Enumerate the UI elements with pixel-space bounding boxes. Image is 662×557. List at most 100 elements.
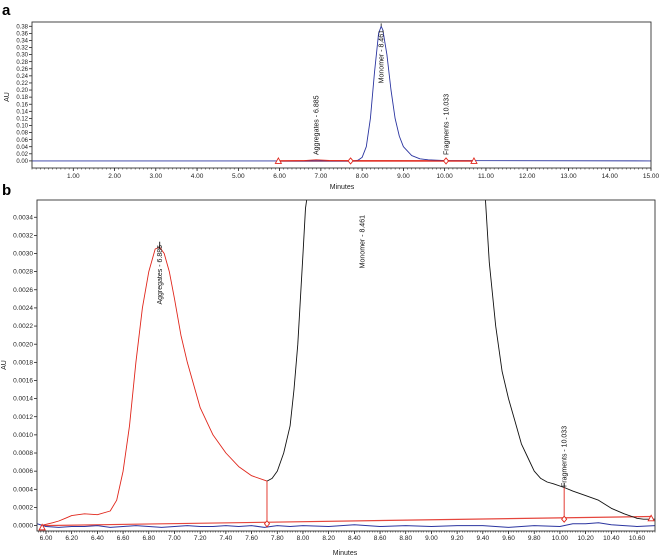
y-tick-label: 0.04	[16, 145, 28, 151]
panel-a-plot-frame	[31, 21, 652, 169]
x-tick-label: 8.00	[297, 535, 310, 542]
y-tick-label: 0.0032	[13, 232, 33, 239]
x-tick-label: 8.60	[374, 535, 387, 542]
x-tick-label: 5.00	[232, 173, 245, 180]
y-tick-label: 0.0006	[13, 468, 33, 475]
x-tick-label: 9.20	[451, 535, 464, 542]
panel-b-chart: b Minutes AU 6.00 6.20 6.40 6.60 6.80 7.00 7.2…	[1, 182, 656, 557]
x-tick-label: 3.00	[149, 173, 162, 180]
x-tick-label: 9.00	[397, 173, 410, 180]
peak-boundary-triangle-marker	[647, 514, 655, 522]
x-tick-label: 8.40	[348, 535, 361, 542]
y-tick-label: 0.06	[16, 138, 28, 144]
peak-annotation-label: Aggregates - 6.885	[157, 245, 164, 305]
panel-a-y-axis-label: AU	[4, 92, 11, 102]
y-tick-label: 0.0008	[13, 450, 33, 457]
x-tick-label: 9.60	[502, 535, 515, 542]
panel-b-y-axis-label: AU	[1, 360, 8, 370]
x-tick-label: 13.00	[560, 173, 577, 180]
y-tick-label: 0.10	[16, 124, 28, 130]
y-tick-label: 0.22	[16, 81, 28, 87]
y-tick-label: 0.34	[16, 39, 28, 45]
y-tick-label: 0.08	[16, 131, 28, 137]
y-tick-label: 0.0002	[13, 505, 33, 512]
x-tick-label: 8.80	[399, 535, 412, 542]
x-tick-label: 15.00	[643, 173, 660, 180]
peak-boundary-diamond-marker	[347, 157, 354, 165]
y-tick-label: 0.00	[16, 159, 28, 165]
x-tick-label: 7.40	[220, 535, 233, 542]
y-tick-label: 0.28	[16, 60, 28, 66]
y-tick-label: 0.0020	[13, 341, 33, 348]
panel-a-x-axis-label: Minutes	[330, 184, 355, 191]
x-tick-label: 6.40	[91, 535, 104, 542]
panel-b-plot-area	[37, 200, 655, 528]
x-tick-label: 10.60	[629, 535, 646, 542]
x-tick-label: 7.20	[194, 535, 207, 542]
y-tick-label: 0.0022	[13, 323, 33, 330]
y-tick-label: 0.36	[16, 31, 28, 37]
y-tick-label: 0.38	[16, 24, 28, 30]
y-tick-label: 0.0030	[13, 251, 33, 258]
y-tick-label: 0.32	[16, 46, 28, 52]
peak-annotation-label: Fragments - 10.033	[444, 94, 451, 155]
y-tick-label: 0.24	[16, 74, 28, 80]
series-monomer-line	[266, 200, 308, 482]
y-tick-label: 0.0014	[13, 396, 33, 403]
peak-boundary-diamond-marker	[561, 515, 568, 523]
x-tick-label: 10.00	[552, 535, 569, 542]
panel-a-chart: a Minutes AU 1.00 2.00 3.00 4.00 5.00 6.00 7.0…	[2, 2, 660, 191]
y-tick-label: 0.30	[16, 53, 28, 59]
x-tick-label: 7.80	[271, 535, 284, 542]
panel-b-x-axis-label: Minutes	[333, 550, 358, 557]
x-tick-label: 1.00	[67, 173, 80, 180]
x-tick-label: 8.00	[356, 173, 369, 180]
y-tick-label: 0.0018	[13, 359, 33, 366]
x-tick-label: 6.00	[40, 535, 53, 542]
peak-annotation-label: Monomer - 8.461	[379, 30, 386, 83]
peak-boundary-triangle-marker	[470, 156, 478, 164]
panel-b-label: b	[2, 182, 11, 199]
y-tick-label: 0.02	[16, 152, 28, 158]
y-tick-label: 0.20	[16, 88, 28, 94]
x-tick-label: 11.00	[478, 173, 494, 180]
y-tick-label: 0.18	[16, 95, 28, 101]
panel-a-label: a	[2, 2, 11, 19]
x-tick-label: 9.00	[425, 535, 438, 542]
y-tick-label: 0.0034	[13, 214, 33, 221]
x-tick-label: 7.00	[315, 173, 328, 180]
peak-annotation-label: Fragments - 10.033	[562, 426, 569, 487]
x-tick-label: 10.20	[577, 535, 594, 542]
y-tick-label: 0.26	[16, 67, 28, 73]
peak-boundary-triangle-marker	[274, 156, 283, 164]
y-tick-label: 0.0010	[13, 432, 33, 439]
x-tick-label: 4.00	[191, 173, 204, 180]
x-tick-label: 2.00	[108, 173, 121, 180]
y-tick-label: 0.0000	[13, 523, 33, 530]
peak-boundary-diamond-marker	[442, 157, 450, 165]
x-tick-label: 14.00	[602, 173, 619, 180]
panel-b-plot-frame	[36, 199, 656, 532]
x-tick-label: 6.60	[117, 535, 130, 542]
y-tick-label: 0.12	[16, 116, 28, 122]
x-tick-label: 7.60	[245, 535, 258, 542]
x-tick-label: 6.20	[65, 535, 78, 542]
x-tick-label: 10.40	[603, 535, 620, 542]
x-tick-label: 6.00	[273, 173, 286, 180]
x-tick-label: 6.80	[142, 535, 155, 542]
y-tick-label: 0.0026	[13, 287, 33, 294]
integration-baseline	[42, 515, 652, 527]
series-trace-line	[32, 25, 651, 162]
series-blank-line	[37, 522, 655, 528]
y-tick-label: 0.0028	[13, 269, 33, 276]
series-monomer-line	[485, 200, 655, 520]
peak-boundary-diamond-marker	[263, 520, 271, 528]
y-tick-label: 0.0024	[13, 305, 33, 312]
x-tick-label: 8.20	[322, 535, 335, 542]
x-tick-label: 9.40	[477, 535, 490, 542]
y-tick-label: 0.16	[16, 102, 28, 108]
x-tick-label: 12.00	[519, 173, 536, 180]
peak-annotation-label: Monomer - 8.461	[360, 215, 367, 268]
y-tick-label: 0.0012	[13, 414, 33, 421]
peak-boundary-triangle-marker	[38, 523, 46, 531]
